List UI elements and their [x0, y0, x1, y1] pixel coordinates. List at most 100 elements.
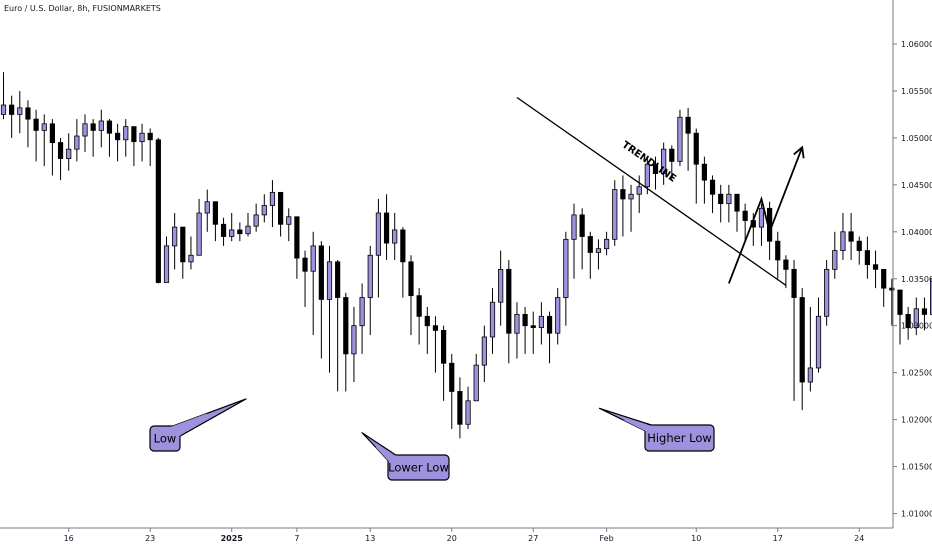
candle-body-bearish [791, 268, 797, 298]
candle-body-bearish [302, 257, 308, 272]
candle [245, 213, 251, 237]
candle [921, 297, 928, 331]
candle-body-bearish [775, 240, 781, 261]
candle [457, 377, 463, 439]
candle-body-bearish [718, 193, 724, 205]
candle-body-bullish [0, 104, 7, 115]
candle [579, 208, 585, 270]
candle-body-bearish [294, 216, 300, 259]
candle-body-bullish [17, 107, 23, 115]
candle-body-bearish [318, 245, 324, 300]
candle-body-bearish [180, 226, 186, 263]
candle-body-bullish [163, 245, 170, 283]
candle [595, 239, 602, 270]
candle-body-bearish [424, 315, 430, 327]
candle [489, 288, 496, 354]
candle-body-bearish [9, 104, 15, 115]
candle-body-bullish [824, 268, 830, 317]
candle-body-bullish [66, 148, 72, 159]
candle-body-bullish [628, 193, 634, 200]
candle-body-bearish [383, 212, 390, 244]
candle [188, 236, 194, 270]
candle [33, 109, 39, 162]
candle-body-bearish [408, 261, 414, 297]
callout-low[interactable]: Low [149, 398, 247, 452]
candle-body-bearish [432, 325, 439, 331]
candle-body-bearish [693, 132, 699, 165]
candle-body-bearish [277, 191, 284, 225]
candle-body-bullish [74, 135, 80, 150]
candle [709, 175, 716, 214]
candle [832, 231, 838, 279]
candle-body-bullish [514, 314, 520, 334]
candle [465, 386, 471, 429]
candle [530, 311, 536, 354]
candle-body-bearish [33, 118, 39, 131]
x-tick-label: 7 [294, 534, 299, 543]
candle [522, 306, 528, 354]
candle-body-bullish [253, 214, 259, 227]
candle [636, 175, 642, 214]
x-axis[interactable]: 16 23 2025 7 13 20 27 Feb 10 17 24 [64, 528, 865, 543]
candle-body-bullish [351, 325, 357, 355]
candle [172, 213, 178, 270]
candle-body-bearish [147, 132, 153, 141]
candle [546, 311, 553, 364]
candle [913, 297, 919, 336]
candle-body-bearish [701, 163, 708, 181]
callout-label: Low [154, 432, 177, 446]
candle-body-bullish [188, 254, 194, 263]
callout-box [387, 454, 450, 481]
candle-body-bullish [286, 216, 292, 225]
candle [204, 189, 210, 232]
candle-body-bullish [359, 297, 365, 327]
candle [17, 90, 23, 134]
candle-body-bullish [636, 186, 642, 195]
candle-body-bullish [473, 364, 479, 402]
candle-body-bearish [864, 250, 871, 266]
candle-body-bearish [620, 189, 626, 200]
candle-body-bearish [115, 132, 121, 141]
candle [155, 137, 161, 284]
candle-body-bullish [261, 205, 267, 216]
candle [277, 191, 284, 237]
candle-body-bearish [522, 314, 528, 327]
candle-body-bullish [172, 226, 178, 247]
candle [734, 193, 740, 232]
candle [400, 227, 406, 298]
callout-higher-low[interactable]: Higher Low [598, 407, 715, 452]
x-tick-label: 23 [145, 534, 155, 543]
candle-body-bearish [449, 362, 455, 392]
candle [180, 226, 186, 279]
trendline[interactable] [516, 96, 787, 286]
candle [604, 231, 610, 256]
y-axis[interactable]: 1.06000 1.05500 1.05000 1.04500 1.04000 1.035… [893, 40, 932, 519]
candle [652, 156, 659, 190]
candle-body-bearish [897, 289, 903, 315]
candle-body-bullish [726, 193, 732, 205]
candle [815, 297, 822, 373]
callout-seam [375, 446, 398, 461]
candle-body-bearish [237, 229, 243, 235]
callout-lower-low[interactable]: Lower Low [361, 432, 450, 481]
projection-path[interactable] [728, 146, 804, 284]
candle [66, 133, 72, 171]
y-tick-label: 1.01500 [901, 463, 932, 472]
candle [872, 250, 879, 289]
candle [302, 250, 308, 307]
candle [449, 353, 455, 429]
candle-body-bearish [848, 231, 854, 242]
candle [783, 255, 789, 289]
x-tick-label: 10 [691, 534, 701, 543]
candle-body-bearish [742, 210, 748, 221]
candle [416, 288, 422, 345]
candle [74, 119, 80, 162]
candle [669, 145, 675, 181]
candle-body-bearish [546, 315, 553, 334]
candle [163, 236, 170, 283]
candle-body-bullish [538, 315, 545, 328]
callout-seam [622, 419, 656, 431]
candle [343, 292, 349, 392]
